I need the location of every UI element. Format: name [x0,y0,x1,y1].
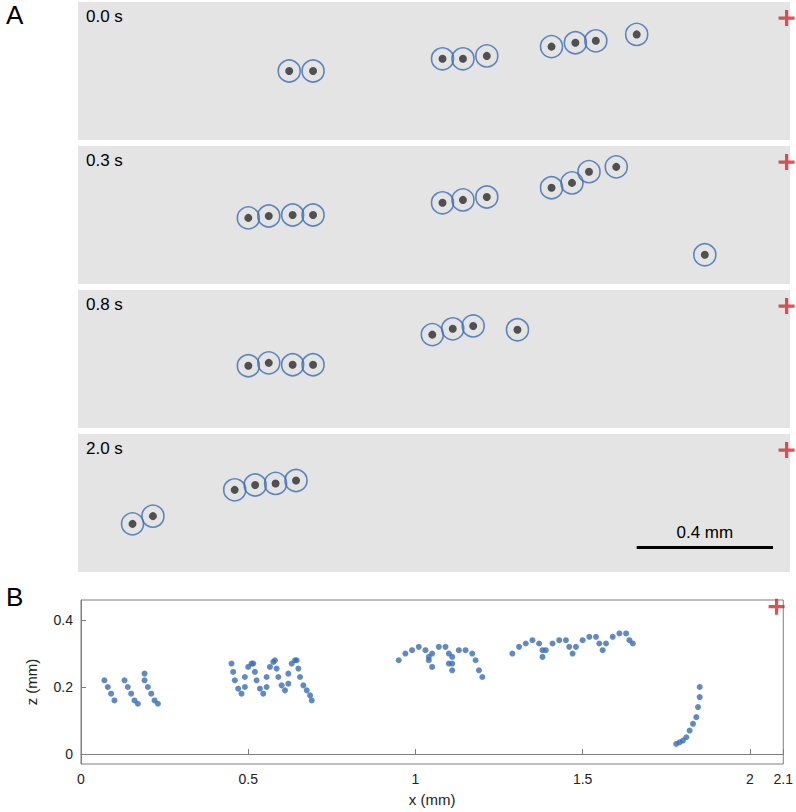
svg-text:0.4: 0.4 [54,612,74,628]
svg-text:A: A [6,0,24,30]
svg-text:0.3 s: 0.3 s [86,151,123,170]
svg-text:1.5: 1.5 [573,771,593,787]
svg-text:0.4 mm: 0.4 mm [676,523,733,542]
svg-text:0.5: 0.5 [238,771,258,787]
svg-text:z (mm): z (mm) [23,659,40,706]
svg-text:0.8 s: 0.8 s [86,295,123,314]
svg-text:1: 1 [412,771,420,787]
svg-text:2: 2 [746,771,754,787]
svg-text:B: B [6,582,23,612]
svg-text:0.2: 0.2 [54,679,74,695]
svg-text:0: 0 [77,771,85,787]
svg-text:x (mm): x (mm) [409,791,456,808]
svg-text:0: 0 [65,746,73,762]
svg-text:2.1: 2.1 [774,771,794,787]
svg-text:0.0 s: 0.0 s [86,7,123,26]
svg-text:2.0 s: 2.0 s [86,439,123,458]
